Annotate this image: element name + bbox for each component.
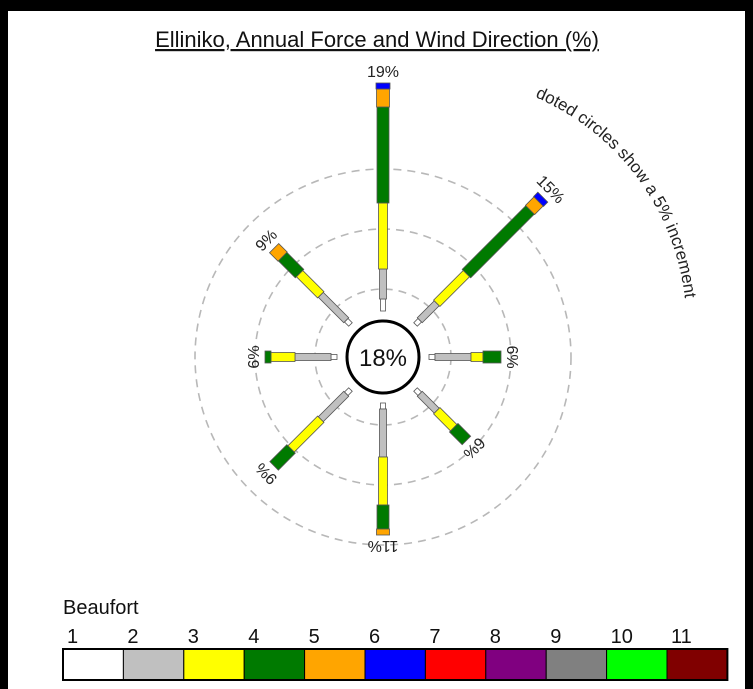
beaufort-legend: 1 2 3 4 5 6 7 8 9 10 11	[62, 626, 729, 681]
legend-swatch	[364, 648, 426, 681]
direction-bar-270	[264, 350, 338, 364]
legend-swatch	[606, 648, 668, 681]
bar-segment	[375, 82, 391, 90]
bar-segment	[470, 352, 484, 362]
legend-label: 9	[550, 626, 561, 648]
bar-segment	[376, 504, 390, 530]
direction-bar-90	[428, 350, 502, 364]
legend-label: 8	[490, 626, 501, 648]
legend-label: 1	[67, 626, 78, 648]
chart-frame: Elliniko, Annual Force and Wind Directio…	[8, 11, 745, 689]
legend-swatch	[424, 648, 487, 681]
direction-label: 11%	[368, 537, 399, 554]
bar-segment	[416, 300, 440, 324]
bar-segment	[432, 406, 458, 432]
bar-segment	[378, 456, 388, 506]
legend-title: Beaufort	[63, 597, 139, 619]
legend-swatch	[183, 648, 245, 681]
bar-segment	[533, 191, 549, 207]
bar-segment	[376, 106, 390, 204]
direction-label: 19%	[367, 64, 399, 81]
direction-bar-135	[413, 387, 472, 446]
bar-segment	[448, 422, 472, 446]
direction-bar-315	[268, 242, 353, 327]
bar-segment	[416, 390, 440, 414]
bar-segment	[295, 269, 325, 299]
bar-segment	[380, 402, 386, 410]
direction-bar-0	[375, 82, 391, 312]
direction-bar-225	[269, 387, 353, 471]
calm-circle	[345, 319, 421, 395]
legend-label: 3	[188, 626, 199, 648]
bar-segment	[461, 205, 535, 279]
bar-segment	[378, 202, 388, 270]
chart-title: Elliniko, Annual Force and Wind Directio…	[155, 27, 599, 52]
legend-label: 4	[248, 626, 259, 648]
bar-segment	[376, 88, 390, 108]
bar-segment	[270, 352, 296, 362]
bar-segment	[380, 298, 386, 312]
legend-label: 6	[369, 626, 380, 648]
legend-label: 5	[309, 626, 320, 648]
legend-swatch	[62, 648, 124, 681]
legend-swatch	[122, 648, 185, 681]
bar-segment	[432, 269, 471, 308]
bar-segment	[287, 415, 325, 453]
bar-segment	[294, 353, 332, 361]
direction-bar-180	[376, 402, 390, 536]
legend-border	[62, 648, 729, 681]
legend-swatch	[545, 648, 608, 681]
bar-segment	[268, 242, 288, 262]
calm-label: 18%	[359, 345, 407, 372]
bar-segment	[379, 268, 387, 300]
legend-label: 7	[429, 626, 440, 648]
bar-segment	[317, 390, 350, 423]
legend-swatch	[666, 648, 728, 681]
bar-segment	[376, 528, 390, 536]
bar-segment	[269, 444, 296, 471]
legend-label: 11	[671, 626, 692, 648]
direction-label: 6%	[246, 345, 263, 368]
legend-swatch	[304, 648, 366, 681]
legend-swatch	[485, 648, 547, 681]
direction-bars: 19%15%6%6%11%9%6%9%	[246, 64, 567, 554]
bar-segment	[317, 291, 350, 324]
bar-segment	[379, 408, 387, 458]
bar-segment	[482, 350, 502, 364]
legend-label: 2	[127, 626, 138, 648]
bar-segment	[330, 354, 338, 360]
legend-label: 10	[611, 626, 633, 648]
wind-rose-chart: Elliniko, Annual Force and Wind Directio…	[62, 27, 729, 681]
legend-swatch	[243, 648, 306, 681]
bar-segment	[264, 350, 272, 364]
direction-label: 6%	[503, 345, 520, 368]
direction-bar-45	[413, 191, 549, 327]
bar-segment	[428, 354, 436, 360]
bar-segment	[434, 353, 472, 361]
